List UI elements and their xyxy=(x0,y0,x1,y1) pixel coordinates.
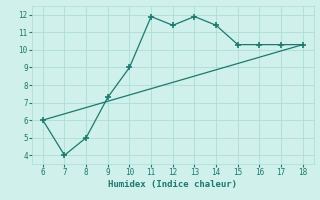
X-axis label: Humidex (Indice chaleur): Humidex (Indice chaleur) xyxy=(108,180,237,189)
